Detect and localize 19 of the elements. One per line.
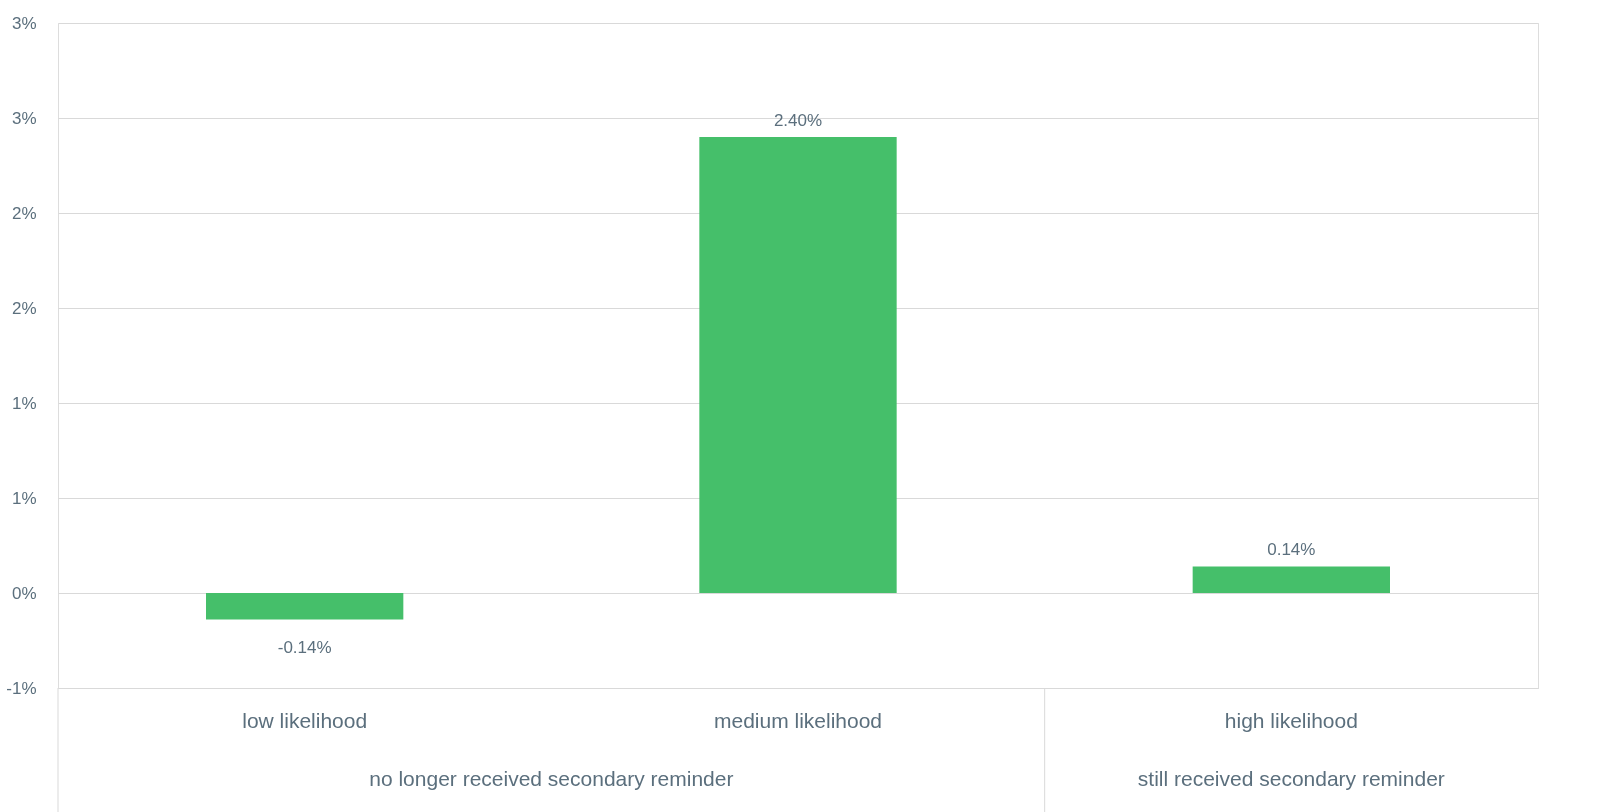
data-label: 0.14% — [1267, 540, 1316, 560]
data-label: -0.14% — [277, 637, 332, 657]
x-tick-label: medium likelihood — [713, 708, 883, 732]
y-tick-label: 1% — [11, 488, 37, 508]
bar — [699, 137, 897, 593]
bar — [206, 593, 404, 620]
text: still received secondary reminder — [1137, 767, 1445, 790]
data-label: 2.40% — [773, 111, 823, 130]
text: no longer received secondary reminder — [369, 767, 734, 790]
y-tick-label: 0% — [11, 583, 37, 603]
y-tick-label: -1% — [6, 678, 37, 698]
y-tick-label: 1% — [11, 393, 37, 413]
x-tick-label: low likelihood — [242, 708, 368, 732]
y-tick-label: 3% — [11, 13, 37, 33]
bar — [1192, 566, 1390, 593]
y-tick-label: 2% — [11, 298, 37, 318]
y-tick-label: 2% — [11, 203, 37, 223]
x-tick-label: high likelihood — [1224, 708, 1358, 732]
y-tick-label: 3% — [11, 108, 37, 128]
